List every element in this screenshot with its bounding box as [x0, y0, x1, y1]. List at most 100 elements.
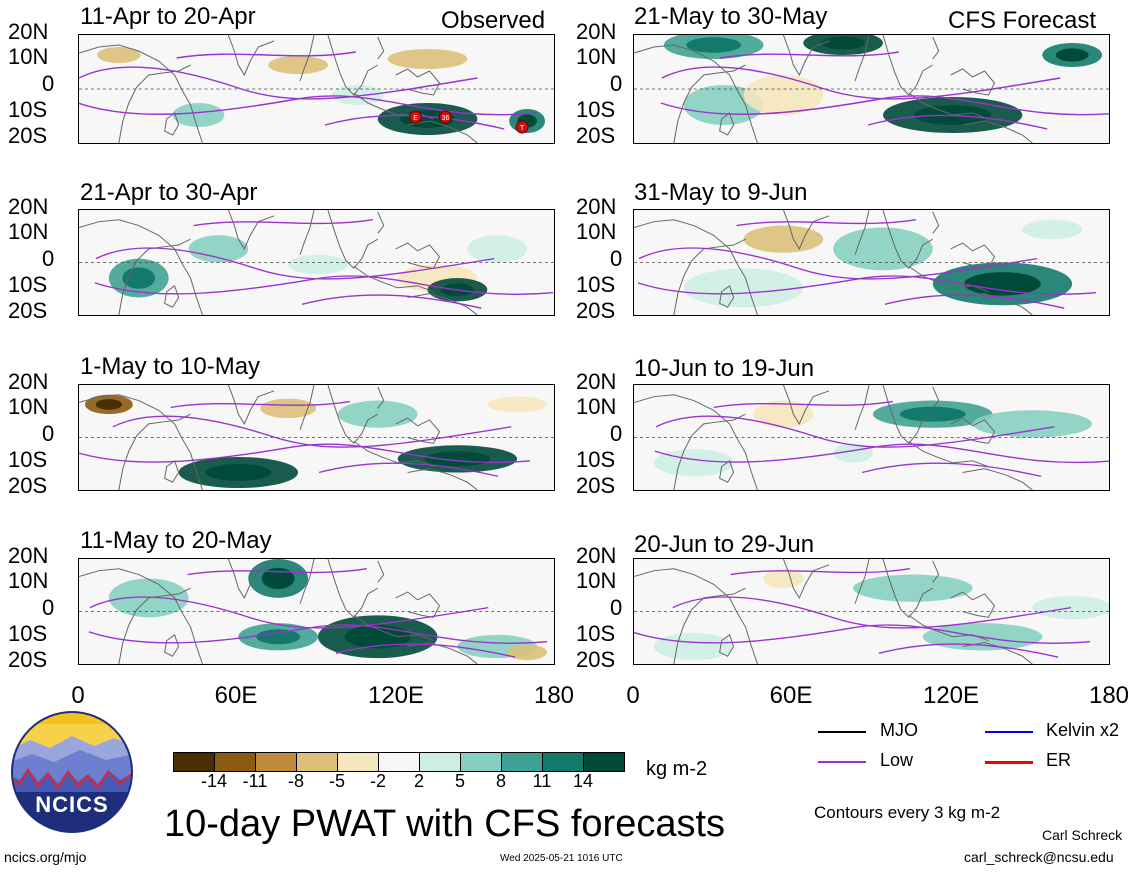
lat-label-0-r2-c1: 0 [42, 246, 55, 271]
panel-title-l2: 21-Apr to 30-Apr [80, 179, 258, 206]
website-url: ncics.org/mjo [4, 849, 87, 865]
logo-text: NCICS [35, 792, 109, 817]
anomaly-blob [763, 568, 804, 589]
legend-line-low [818, 761, 866, 763]
anomaly-blob [268, 56, 328, 74]
lat-label-10s-r2-c1: 10S [8, 272, 48, 297]
anomaly-blob [683, 268, 804, 308]
tropical-cyclone-marker: T [515, 120, 529, 134]
map-panel-observed-3 [78, 384, 555, 491]
panel-title-l3: 1-May to 10-May [80, 353, 261, 380]
lon-label-0-right: 0 [626, 682, 640, 709]
anomaly-blob [653, 632, 734, 661]
lat-label-20s-r2-c2: 20S [576, 298, 616, 323]
lat-label-10s-r3-c2: 10S [576, 447, 616, 472]
lat-label-20n-r2-c2: 20N [576, 194, 617, 219]
panel-title-l1: 11-Apr to 20-Apr [80, 3, 256, 30]
pwat-anomaly-map [634, 210, 1109, 315]
lat-label-10s-r3-c1: 10S [8, 447, 48, 472]
low-contour [730, 568, 910, 576]
low-contour [79, 66, 478, 100]
low-contour [884, 294, 1065, 309]
panel-title-r1: 21-May to 30-May [634, 3, 828, 30]
colorbar-swatch [542, 752, 584, 772]
lat-label-10n-r3-c1: 10N [8, 394, 49, 419]
lat-label-0-r1-c1: 0 [42, 71, 55, 96]
units-label: kg m-2 [646, 758, 708, 780]
lat-label-0-r3-c2: 0 [610, 421, 623, 446]
colorbar-tick-label: 11 [532, 771, 552, 791]
lat-label-10n-r1-c2: 10N [576, 44, 617, 69]
panel-title-r2: 31-May to 9-Jun [634, 179, 808, 206]
anomaly-blob [833, 227, 933, 271]
low-contour [736, 219, 916, 227]
map-panel-observed-1: E 36 T [78, 34, 555, 144]
lat-label-10n-r4-c2: 10N [576, 568, 617, 593]
main-title: 10-day PWAT with CFS forecasts [164, 803, 726, 845]
lon-label-180-left: 180 [533, 682, 575, 709]
lat-label-10n-r1-c1: 10N [8, 44, 49, 69]
lat-label-10s-r4-c2: 10S [576, 621, 616, 646]
low-contour [193, 219, 373, 227]
low-contour [672, 596, 1072, 629]
low-contour [637, 275, 1097, 295]
low-contour [94, 275, 554, 295]
anomaly-blob [972, 410, 1093, 438]
low-contour [301, 294, 482, 309]
author-email: carl_schreck@ncsu.edu [964, 849, 1114, 865]
lat-label-20s-r1-c1: 20S [8, 123, 48, 148]
low-contour [79, 95, 537, 116]
anomaly-blob [188, 235, 249, 263]
low-contour [112, 415, 512, 448]
lat-label-10s-r4-c1: 10S [8, 621, 48, 646]
cfs-forecast-header: CFS Forecast [948, 7, 1097, 34]
map-panel-forecast-3 [633, 384, 1110, 491]
low-contour [878, 643, 1059, 658]
lat-label-10n-r4-c1: 10N [8, 568, 49, 593]
colorbar-tick-label: 5 [454, 771, 465, 791]
colorbar-tick-label: 2 [413, 771, 424, 791]
marker-label: 36 [442, 115, 450, 122]
colorbar-swatch [337, 752, 379, 772]
lat-label-10s-r1-c1: 10S [8, 97, 48, 122]
low-contour [335, 643, 516, 658]
anomaly-blob [653, 449, 734, 477]
anomaly-blob [743, 75, 824, 115]
low-contour [176, 51, 356, 59]
anomaly-blob [753, 400, 814, 428]
low-contour [79, 443, 531, 464]
anomaly-blob [337, 400, 418, 428]
lat-label-10n-r2-c1: 10N [8, 219, 49, 244]
anomaly-blob [260, 398, 317, 419]
lat-label-20n-r1-c1: 20N [8, 19, 49, 44]
colorbar-tick-label: -2 [369, 771, 386, 791]
observed-header: Observed [441, 7, 546, 34]
low-contour [713, 400, 894, 409]
colorbar-tick-label: -11 [242, 771, 268, 791]
panel-title-l4: 11-May to 20-May [80, 527, 272, 554]
timestamp: Wed 2025-05-21 1016 UTC [500, 853, 623, 864]
colorbar-swatch [583, 752, 625, 772]
lon-label-120e-left: 120E [367, 682, 425, 709]
colorbar-swatch [214, 752, 256, 772]
anomaly-blob [507, 644, 548, 661]
lat-label-0-r4-c1: 0 [42, 595, 55, 620]
legend-label-low: Low [880, 750, 914, 770]
low-contour [861, 462, 1042, 478]
lat-label-0-r3-c1: 0 [42, 421, 55, 446]
colorbar-swatch [501, 752, 543, 772]
legend-line-mjo [818, 731, 866, 733]
low-contour [867, 114, 1048, 130]
colorbar-swatch [173, 752, 215, 772]
pwat-anomaly-map [634, 35, 1109, 143]
lon-label-60e-right: 60E [769, 682, 813, 709]
lat-label-10s-r2-c2: 10S [576, 272, 616, 297]
low-contour [187, 568, 367, 576]
lat-label-20n-r3-c1: 20N [8, 369, 49, 394]
map-panel-forecast-4 [633, 558, 1110, 665]
colorbar-swatch [255, 752, 297, 772]
anomaly-blob [743, 225, 824, 253]
pwat-anomaly-map [79, 210, 554, 315]
anomaly-blob [467, 235, 528, 263]
anomaly-blob [96, 47, 141, 63]
